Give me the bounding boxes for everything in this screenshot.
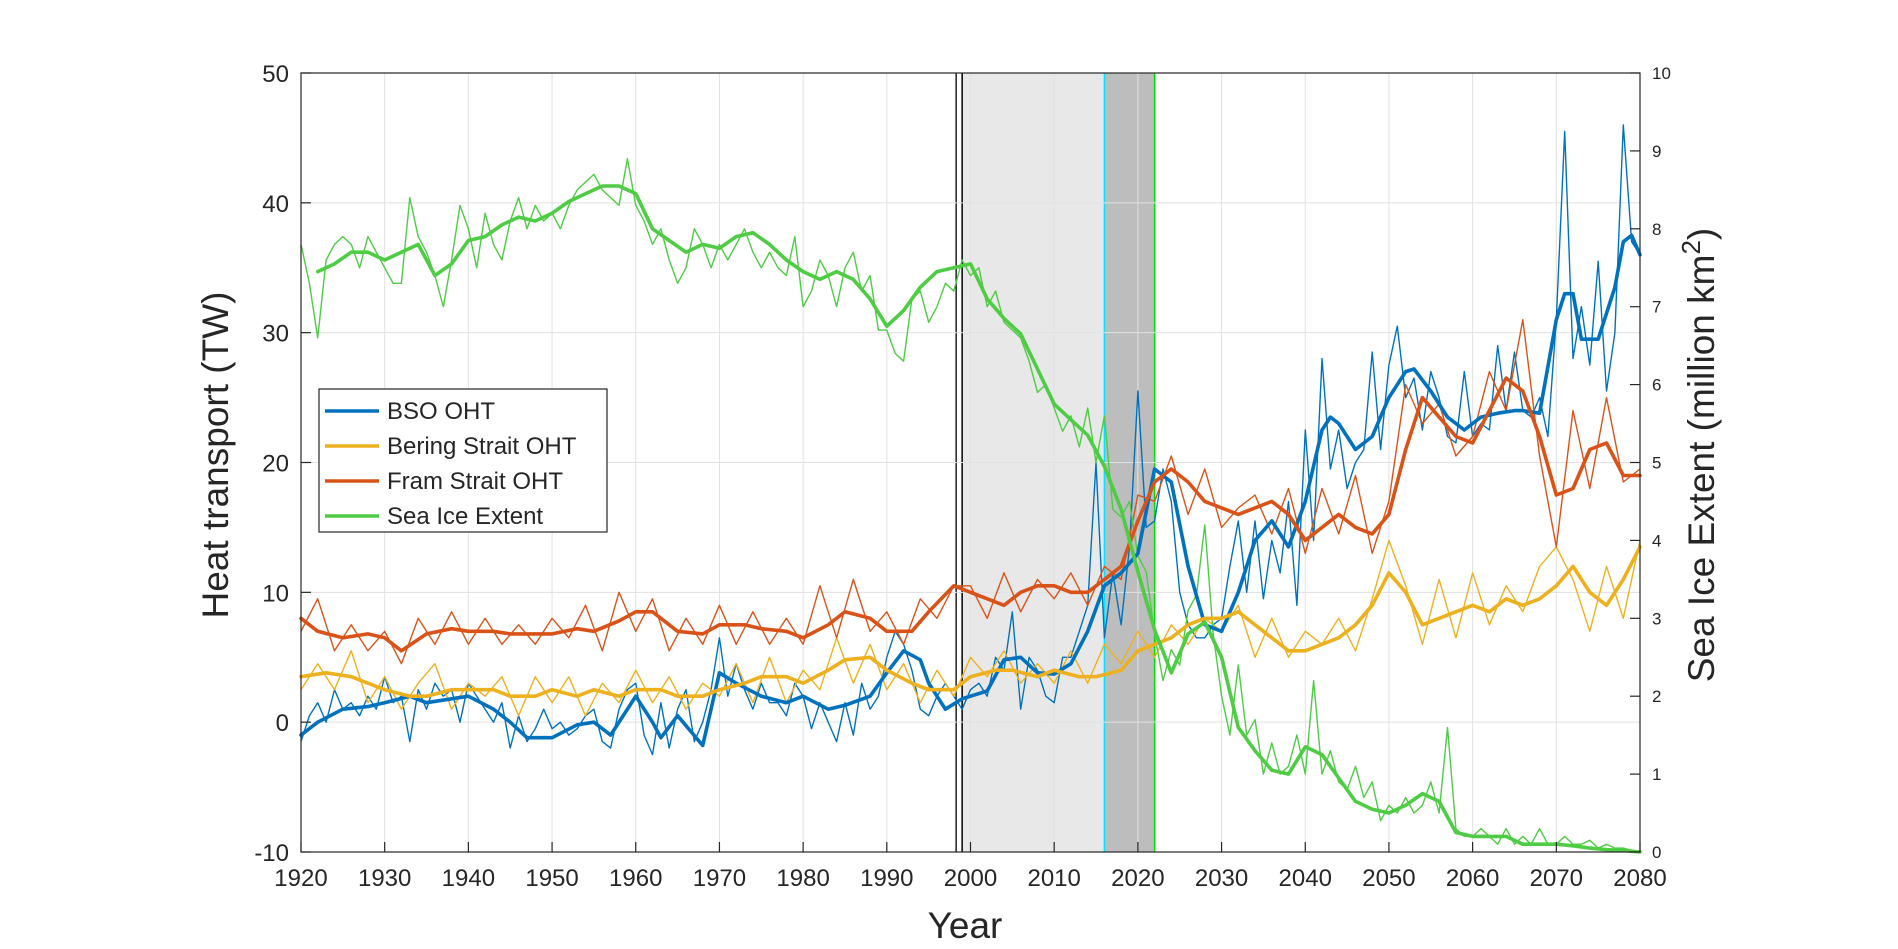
x-tick-label-0: 1920 [274,865,327,892]
y-axis-title: Heat transport (TW) [195,292,236,619]
x-tick-label-13: 2050 [1362,865,1415,892]
x-tick-label-1: 1930 [358,865,411,892]
y-tick-label-6: 50 [262,61,289,88]
y-tick-label-5: 40 [262,191,289,218]
x-tick-label-7: 1990 [860,865,913,892]
x-tick-label-12: 2040 [1279,865,1332,892]
x-tick-label-10: 2020 [1111,865,1164,892]
y-axis-right-title-main: Sea Ice Extent (million km [1681,255,1722,683]
y-right-tick-label-10: 10 [1652,64,1671,83]
x-tick-label-16: 2080 [1613,865,1666,892]
legend-label-3: Fram Strait OHT [387,468,563,495]
y-right-tick-label-5: 5 [1652,454,1661,473]
y-right-tick-label-8: 8 [1652,220,1661,239]
x-tick-label-15: 2070 [1530,865,1583,892]
y-tick-label-1: 0 [276,710,289,737]
y-right-tick-label-9: 9 [1652,142,1661,161]
y-right-tick-label-1: 1 [1652,765,1661,784]
x-tick-label-4: 1960 [609,865,662,892]
y-tick-label-3: 20 [262,451,289,478]
x-axis-title: Year [928,905,1003,946]
legend: BSO OHT Bering Strait OHT Fram Strait OHT S… [318,388,608,533]
y-tick-label-2: 10 [262,580,289,607]
y-tick-label-0: -10 [254,840,289,867]
series-smooth-4 [315,184,1642,854]
series-smooth-2 [299,545,1642,699]
x-tick-label-11: 2030 [1195,865,1248,892]
legend-label-1: BSO OHT [387,398,495,425]
legend-box [318,388,608,533]
series-smooth-3 [299,376,1642,653]
y-right-tick-label-4: 4 [1652,531,1661,550]
x-tick-label-3: 1950 [525,865,578,892]
y-axis-right-title-sup: 2 [1676,240,1706,254]
x-tick-label-8: 2000 [944,865,997,892]
x-tick-label-9: 2010 [1027,865,1080,892]
series-raw-2 [300,539,1641,717]
y-tick-label-4: 30 [262,321,289,348]
x-tick-label-14: 2060 [1446,865,1499,892]
y-axis-right-title: Sea Ice Extent (million km2) [1676,228,1722,683]
y-right-tick-label-6: 6 [1652,376,1661,395]
x-tick-label-2: 1940 [442,865,495,892]
y-right-tick-label-0: 0 [1652,843,1661,862]
legend-label-2: Bering Strait OHT [387,433,577,460]
y-right-tick-label-3: 3 [1652,609,1661,628]
y-right-tick-label-2: 2 [1652,687,1661,706]
axis-ticks: 1920 1930 1940 1950 1960 1970 1980 1990 2000 2010… [254,61,1671,892]
smoothed-series-lines [299,184,1642,854]
series-smooth-1 [299,233,1642,748]
x-tick-label-5: 1970 [693,865,746,892]
y-axis-right-title-close: ) [1681,228,1722,240]
y-right-tick-label-7: 7 [1652,298,1661,317]
legend-label-4: Sea Ice Extent [387,503,543,530]
x-tick-label-6: 1980 [776,865,829,892]
